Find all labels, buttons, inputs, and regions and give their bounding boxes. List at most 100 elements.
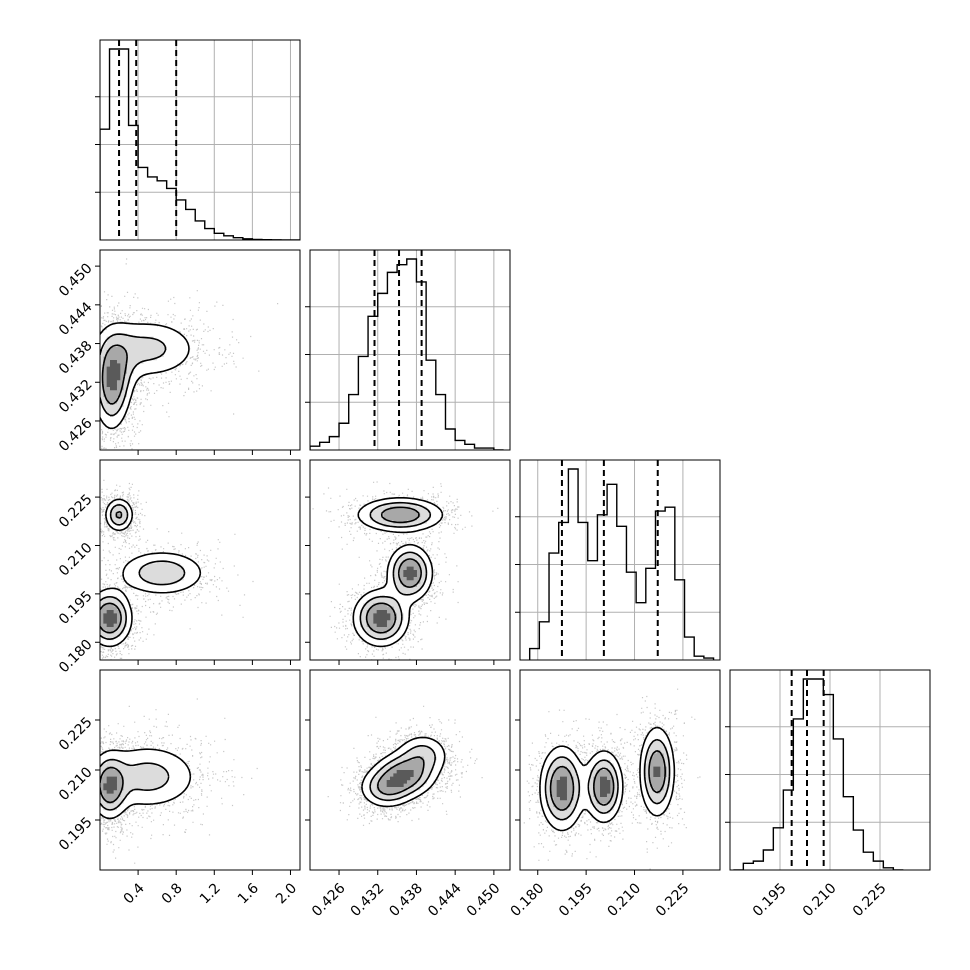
- histogram-bin: [597, 515, 607, 660]
- contour-line: [539, 726, 676, 832]
- histogram-bin: [646, 568, 656, 660]
- histogram-bin: [339, 423, 349, 450]
- histogram-bin: [833, 739, 843, 870]
- density-level: [373, 566, 417, 627]
- x-tick-label: 1.2: [197, 880, 224, 907]
- y-tick-label: 0.432: [56, 377, 96, 417]
- contour-line: [101, 344, 128, 405]
- histogram-bin: [873, 861, 883, 870]
- histogram-step: [733, 678, 904, 870]
- histogram-bin: [205, 229, 215, 240]
- histogram-bin: [329, 437, 339, 450]
- x-tick-label: 0.444: [425, 880, 465, 920]
- histogram-bin: [195, 221, 205, 240]
- histogram-bin: [863, 852, 873, 870]
- density-level: [103, 610, 117, 627]
- x-tick-label: 2.0: [273, 880, 300, 907]
- x-tick-label: 0.432: [348, 880, 388, 920]
- histogram-bin: [387, 272, 397, 450]
- panel-frame: [99, 459, 301, 661]
- x-tick-label: 0.225: [850, 880, 890, 920]
- x-tick-label: 0.450: [464, 880, 504, 920]
- y-tick-label: 0.210: [56, 540, 96, 580]
- histogram-bin: [320, 442, 330, 450]
- x-tick-label: 0.195: [556, 880, 596, 920]
- histogram-bin: [588, 561, 598, 660]
- panel-frame: [309, 669, 511, 871]
- contour-line: [100, 748, 192, 820]
- panel-frame: [729, 669, 931, 871]
- histogram-bin: [138, 167, 148, 240]
- y-tick-label: 0.195: [56, 814, 96, 854]
- contour-line: [376, 756, 425, 796]
- contour-line: [544, 738, 671, 821]
- histogram-bin: [853, 830, 863, 870]
- histogram-bin: [743, 863, 753, 870]
- histogram-bin: [436, 395, 446, 450]
- histogram-bin: [445, 429, 455, 450]
- histogram-panel-3: [725, 669, 931, 871]
- panel-frame: [309, 459, 511, 661]
- histogram-step: [528, 468, 715, 660]
- histogram-bin: [617, 526, 627, 660]
- scatter-panel-1-2: [305, 459, 511, 665]
- scatter-panel-0-3: [95, 669, 301, 875]
- scatter-panel-2-3: [515, 669, 721, 875]
- scatter-panel-0-2: [95, 459, 301, 665]
- contour-line: [100, 498, 202, 648]
- panel-content: [312, 481, 499, 660]
- histogram-bin: [368, 316, 378, 450]
- histogram-panel-0: [95, 39, 301, 241]
- panel-content: [327, 705, 483, 826]
- histogram-bars: [528, 468, 715, 660]
- histogram-bin: [465, 444, 475, 450]
- histogram-bars: [733, 678, 904, 870]
- x-tick-label: 0.210: [800, 880, 840, 920]
- histogram-step: [310, 258, 504, 450]
- contour-line: [369, 744, 436, 802]
- histogram-bin: [636, 603, 646, 660]
- contour-line: [100, 503, 186, 640]
- scatter-panel-0-1: [95, 249, 301, 455]
- contour-line: [365, 506, 423, 634]
- panel-content: [523, 688, 701, 870]
- x-tick-label: 1.6: [235, 880, 262, 907]
- histogram-bin: [378, 293, 388, 450]
- density-level: [100, 503, 184, 641]
- y-tick-label: 0.210: [56, 764, 96, 804]
- scatter-panel-1-3: [305, 669, 511, 875]
- histogram-bin: [100, 129, 110, 240]
- contour-line: [100, 758, 170, 811]
- histogram-bin: [763, 850, 773, 870]
- histogram-bin: [773, 828, 783, 870]
- y-tick-label: 0.195: [56, 588, 96, 628]
- x-tick-label: 0.180: [508, 880, 548, 920]
- histogram-panel-1: [305, 249, 511, 451]
- x-tick-label: 0.8: [159, 880, 186, 907]
- histogram-panel-2: [515, 459, 721, 661]
- panel-content: [100, 479, 254, 660]
- x-tick-label: 0.195: [750, 880, 790, 920]
- histogram-bin: [148, 177, 158, 240]
- histogram-bin: [426, 360, 436, 450]
- histogram-bin: [176, 200, 186, 240]
- histogram-bin: [793, 719, 803, 870]
- y-tick-label: 0.444: [56, 299, 96, 339]
- contour-line: [352, 497, 444, 648]
- panel-frame: [309, 249, 511, 451]
- histogram-bin: [349, 395, 359, 450]
- panel-content: [100, 258, 279, 450]
- contour-line: [359, 501, 432, 640]
- histogram-bin: [753, 861, 763, 870]
- panel-frame: [99, 669, 301, 871]
- histogram-bin: [559, 522, 569, 660]
- panel-frame: [519, 459, 721, 661]
- histogram-bin: [843, 797, 853, 870]
- histogram-bin: [685, 637, 695, 660]
- x-tick-label: 0.426: [309, 880, 349, 920]
- x-tick-label: 0.210: [604, 880, 644, 920]
- histogram-bin: [455, 440, 465, 450]
- y-tick-label: 0.225: [56, 491, 96, 531]
